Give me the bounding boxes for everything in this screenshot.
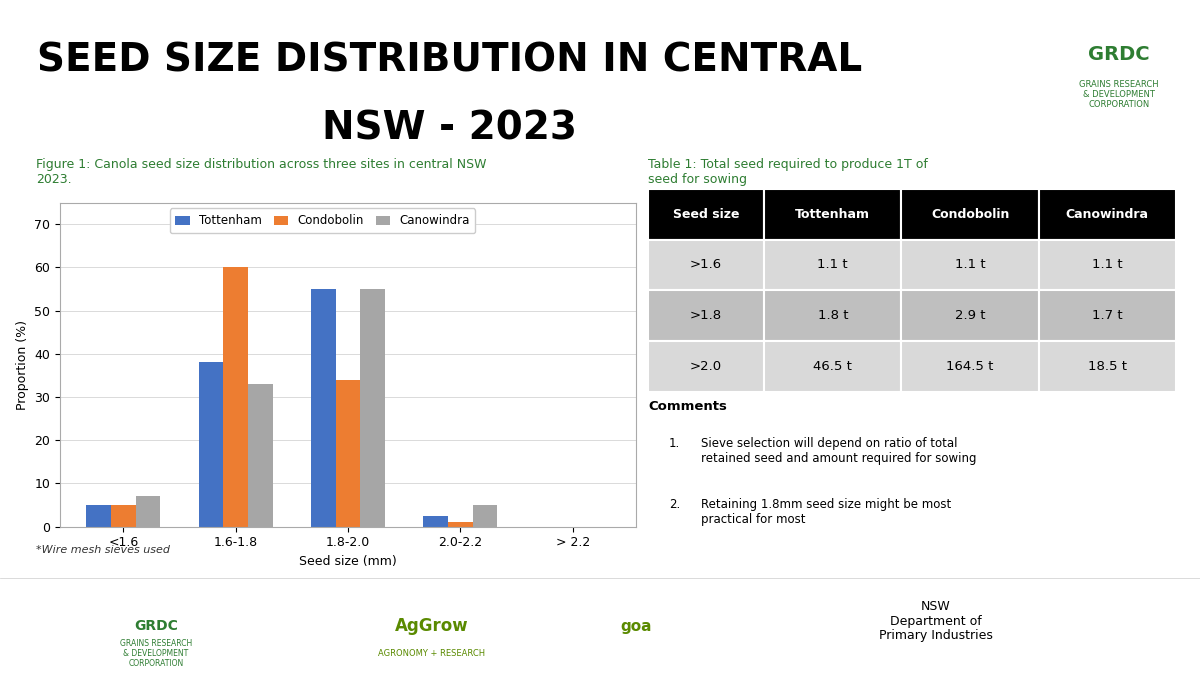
Text: 18.5 t: 18.5 t bbox=[1088, 360, 1127, 373]
Bar bbox=[136, 496, 161, 526]
FancyBboxPatch shape bbox=[1039, 290, 1176, 341]
FancyBboxPatch shape bbox=[764, 189, 901, 240]
Text: SEED SIZE DISTRIBUTION IN CENTRAL: SEED SIZE DISTRIBUTION IN CENTRAL bbox=[37, 42, 863, 80]
Text: 1.1 t: 1.1 t bbox=[1092, 259, 1123, 271]
Bar bbox=[448, 522, 473, 526]
Bar bbox=[86, 505, 110, 526]
Text: 1.7 t: 1.7 t bbox=[1092, 309, 1123, 322]
Text: >1.8: >1.8 bbox=[690, 309, 722, 322]
Text: Table 1: Total seed required to produce 1T of
seed for sowing: Table 1: Total seed required to produce … bbox=[648, 158, 928, 186]
Bar bbox=[360, 289, 385, 526]
Text: GRAINS RESEARCH
& DEVELOPMENT
CORPORATION: GRAINS RESEARCH & DEVELOPMENT CORPORATIO… bbox=[120, 639, 192, 668]
Text: goa: goa bbox=[620, 619, 652, 634]
Bar bbox=[424, 516, 448, 526]
Text: Sieve selection will depend on ratio of total
retained seed and amount required : Sieve selection will depend on ratio of … bbox=[701, 437, 977, 465]
Text: 2.: 2. bbox=[670, 498, 680, 512]
Text: 1.8 t: 1.8 t bbox=[817, 309, 848, 322]
Text: Figure 1: Canola seed size distribution across three sites in central NSW
2023.: Figure 1: Canola seed size distribution … bbox=[36, 158, 486, 186]
Text: 46.5 t: 46.5 t bbox=[814, 360, 852, 373]
FancyBboxPatch shape bbox=[648, 189, 764, 240]
Bar bbox=[336, 379, 360, 526]
Text: >2.0: >2.0 bbox=[690, 360, 722, 373]
Bar bbox=[198, 362, 223, 526]
Bar bbox=[248, 384, 272, 526]
FancyBboxPatch shape bbox=[648, 240, 764, 290]
Text: Seed size: Seed size bbox=[673, 208, 739, 221]
Bar bbox=[223, 267, 248, 526]
FancyBboxPatch shape bbox=[648, 290, 764, 341]
Legend: Tottenham, Condobolin, Canowindra: Tottenham, Condobolin, Canowindra bbox=[169, 209, 475, 233]
FancyBboxPatch shape bbox=[764, 290, 901, 341]
Text: NSW
Department of
Primary Industries: NSW Department of Primary Industries bbox=[880, 599, 992, 643]
Bar bbox=[473, 505, 498, 526]
Bar bbox=[311, 289, 336, 526]
X-axis label: Seed size (mm): Seed size (mm) bbox=[299, 555, 397, 568]
Text: 164.5 t: 164.5 t bbox=[947, 360, 994, 373]
FancyBboxPatch shape bbox=[901, 189, 1039, 240]
FancyBboxPatch shape bbox=[901, 341, 1039, 392]
FancyBboxPatch shape bbox=[901, 240, 1039, 290]
Text: Canowindra: Canowindra bbox=[1066, 208, 1148, 221]
FancyBboxPatch shape bbox=[1039, 341, 1176, 392]
Text: >1.6: >1.6 bbox=[690, 259, 722, 271]
Text: *Wire mesh sieves used: *Wire mesh sieves used bbox=[36, 545, 170, 555]
FancyBboxPatch shape bbox=[764, 341, 901, 392]
Text: Tottenham: Tottenham bbox=[796, 208, 870, 221]
Text: AgGrow: AgGrow bbox=[395, 618, 469, 635]
FancyBboxPatch shape bbox=[1039, 240, 1176, 290]
Text: AGRONOMY + RESEARCH: AGRONOMY + RESEARCH bbox=[378, 649, 486, 658]
Text: 1.1 t: 1.1 t bbox=[955, 259, 985, 271]
Text: Retaining 1.8mm seed size might be most
practical for most: Retaining 1.8mm seed size might be most … bbox=[701, 498, 952, 526]
Y-axis label: Proportion (%): Proportion (%) bbox=[16, 319, 29, 410]
FancyBboxPatch shape bbox=[648, 341, 764, 392]
FancyBboxPatch shape bbox=[901, 290, 1039, 341]
Text: 1.1 t: 1.1 t bbox=[817, 259, 848, 271]
Text: NSW - 2023: NSW - 2023 bbox=[323, 109, 577, 147]
Text: GRAINS RESEARCH
& DEVELOPMENT
CORPORATION: GRAINS RESEARCH & DEVELOPMENT CORPORATIO… bbox=[1079, 80, 1159, 109]
FancyBboxPatch shape bbox=[764, 240, 901, 290]
Text: 1.: 1. bbox=[670, 437, 680, 450]
FancyBboxPatch shape bbox=[1039, 189, 1176, 240]
Text: GRDC: GRDC bbox=[134, 620, 178, 633]
Bar bbox=[110, 505, 136, 526]
Text: Condobolin: Condobolin bbox=[931, 208, 1009, 221]
Text: Comments: Comments bbox=[648, 400, 727, 412]
Text: GRDC: GRDC bbox=[1088, 45, 1150, 63]
Text: 2.9 t: 2.9 t bbox=[955, 309, 985, 322]
